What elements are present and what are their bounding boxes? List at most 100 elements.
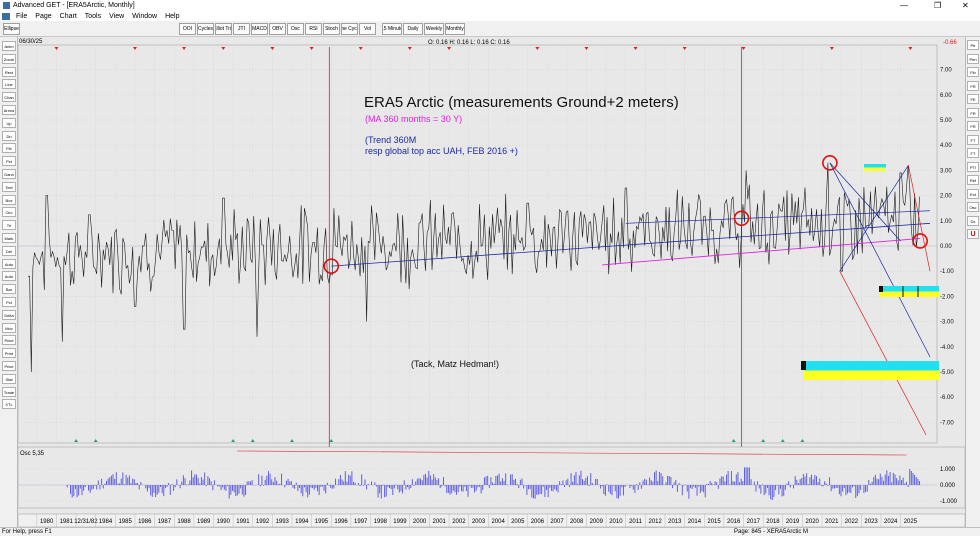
toolbar-button-monthly[interactable]: Monthly	[445, 23, 465, 35]
toolbar-button-time-cycles[interactable]: Time Cycles	[341, 23, 358, 35]
toolbar-button-osc[interactable]: Osc	[287, 23, 304, 35]
y-tick-label: 6.00	[940, 93, 952, 99]
status-page: Page: 845 - XERA5Arctic M	[734, 529, 809, 535]
x-tick-label: 2025	[904, 519, 918, 525]
left-tool-pct[interactable]: Pct	[2, 156, 16, 167]
price-chart[interactable]: -7.00 -6.00 -5.00 -4.00 -3.00 -2.00 -1.00 0.00 1…	[18, 37, 965, 527]
left-tool-anim[interactable]: Anim	[2, 41, 16, 51]
box-marker	[879, 286, 883, 292]
left-tool-circ[interactable]: Circ	[2, 207, 16, 218]
left-tool-chan[interactable]: Chan	[2, 92, 16, 103]
x-tick-label: 1986	[138, 519, 152, 525]
left-tool-tri[interactable]: Tri	[2, 220, 16, 231]
left-tool-trade-profile[interactable]: Trade Profile	[2, 386, 16, 397]
marker-triangle	[407, 47, 412, 50]
toolbar-button-obv[interactable]: OBV	[269, 23, 286, 35]
menu-bar: File Page Chart Tools View Window Help	[0, 11, 980, 21]
x-tick-label: 2019	[786, 519, 800, 525]
x-tick-label: 2017	[747, 519, 761, 525]
x-tick-label: 2014	[688, 519, 702, 525]
right-tool-ft[interactable]: FT	[967, 134, 979, 145]
left-tool-mov-avg[interactable]: Mov Avg	[2, 322, 16, 333]
x-tick-label: 1988	[177, 519, 191, 525]
toolbar-button-cycles[interactable]: Cycles	[197, 23, 214, 35]
left-tool-bar[interactable]: Bar	[2, 284, 16, 295]
left-tool-arrow[interactable]: Arrow	[2, 105, 16, 115]
left-tool-print[interactable]: Print	[2, 348, 16, 359]
right-tool-fr[interactable]: FR	[967, 80, 979, 91]
x-tick-label: 2021	[825, 519, 839, 525]
menu-page[interactable]: Page	[35, 12, 52, 20]
left-tool-price-chart[interactable]: Price Chart	[2, 361, 16, 371]
toolbar-button-ooi[interactable]: OOI	[179, 23, 196, 35]
menu-help[interactable]: Help	[165, 12, 180, 20]
left-tool-zoom[interactable]: Zoom	[2, 53, 16, 64]
y-tick-label: 1.00	[940, 219, 952, 225]
left-tool-pct-trend[interactable]: Pct Trend	[2, 297, 16, 307]
chart-area[interactable]: -7.00 -6.00 -5.00 -4.00 -3.00 -2.00 -1.00 0.00 1…	[18, 37, 965, 527]
right-toolbox: Ptr Pen Fib FR FE FR FR FT FT PTI Ret Ext Osc Dx U	[965, 37, 980, 527]
left-tool-stat-analysis[interactable]: Stat Analysis	[2, 373, 16, 384]
minimize-button[interactable]: —	[900, 1, 908, 10]
toolbar-button-vol[interactable]: Vol	[359, 23, 376, 35]
menu-file[interactable]: File	[16, 12, 28, 20]
right-tool-u[interactable]: U	[967, 229, 979, 239]
toolbar-button-ellipse[interactable]: Ellipse	[3, 23, 20, 35]
toolbar-button-15-minute[interactable]: 15 Minute	[382, 23, 402, 35]
menu-chart[interactable]: Chart	[59, 12, 77, 20]
osc-tick-label: 1.000	[940, 467, 956, 473]
y-tick-label: -2.00	[940, 294, 954, 300]
left-tool-up[interactable]: Up	[2, 117, 16, 128]
toolbar-button-macd[interactable]: MACD	[251, 23, 268, 35]
toolbar-button-daily[interactable]: Daily	[403, 23, 423, 35]
left-tool-auto-osc[interactable]: Auto Osc	[2, 258, 16, 269]
right-tool-fr[interactable]: FR	[967, 107, 979, 118]
toolbar-button-jti[interactable]: JTI	[233, 23, 250, 35]
right-tool-pti[interactable]: PTI	[967, 161, 979, 172]
left-tool-price-proj[interactable]: Price Proj	[2, 335, 16, 346]
x-tick-label: 2015	[707, 519, 721, 525]
maximize-button[interactable]: ❐	[934, 1, 942, 10]
left-tool-fib[interactable]: Fib	[2, 143, 16, 154]
left-tool-delta[interactable]: Delta	[2, 309, 16, 320]
toolbar-button-stoch[interactable]: Stoch	[323, 23, 340, 35]
y-tick-label: -5.00	[940, 370, 954, 376]
right-tool-fe[interactable]: FE	[967, 94, 979, 104]
left-tool-auto-trend[interactable]: Auto Trend	[2, 271, 16, 282]
left-tool-gann[interactable]: Gann	[2, 169, 16, 179]
target-box-2-yellow	[804, 370, 939, 380]
left-tool-text[interactable]: Text	[2, 181, 16, 192]
close-button[interactable]: ✕	[962, 1, 969, 10]
x-tick-label: 1993	[276, 519, 290, 525]
left-tool-rect[interactable]: Rect	[2, 66, 16, 77]
left-tool-line[interactable]: Line	[2, 79, 16, 90]
toolbar-button-rsi[interactable]: RSI	[305, 23, 322, 35]
menu-view[interactable]: View	[109, 12, 125, 20]
right-tool-ft[interactable]: FT	[967, 148, 979, 158]
x-tick-label: 2004	[491, 519, 505, 525]
title-bar: Advanced GET - [ERA5Arctic, Monthly] — ❐…	[0, 0, 980, 11]
right-tool-ret[interactable]: Ret	[967, 175, 979, 185]
left-tool-dn[interactable]: Dn	[2, 130, 16, 141]
left-tool-mark[interactable]: Mark	[2, 233, 16, 243]
x-tick-label: 2008	[570, 519, 584, 525]
left-tool-xtl[interactable]: XTL	[2, 399, 16, 410]
right-tool-osc[interactable]: Osc	[967, 202, 979, 212]
right-tool-ext[interactable]: Ext	[967, 188, 979, 199]
menu-window[interactable]: Window	[132, 12, 158, 20]
toolbar-button-elliot-trig[interactable]: Elliot Trig	[215, 23, 232, 35]
projection-line	[829, 162, 901, 242]
right-tool-dx[interactable]: Dx	[967, 215, 979, 226]
left-tool-box[interactable]: Box	[2, 194, 16, 205]
right-tool-fib[interactable]: Fib	[967, 67, 979, 77]
x-tick-label: 2011	[629, 519, 643, 525]
app-icon	[3, 2, 10, 9]
right-tool-pen[interactable]: Pen	[967, 53, 979, 64]
toolbar-button-weekly[interactable]: Weekly	[424, 23, 444, 35]
marker-triangle-bottom	[800, 439, 805, 442]
menu-tools[interactable]: Tools	[84, 12, 102, 20]
right-tool-fr[interactable]: FR	[967, 121, 979, 131]
left-tool-del[interactable]: Del	[2, 245, 16, 256]
right-tool-ptr[interactable]: Ptr	[967, 40, 979, 50]
ma-annotation: (MA 360 months = 30 Y)	[365, 114, 462, 124]
